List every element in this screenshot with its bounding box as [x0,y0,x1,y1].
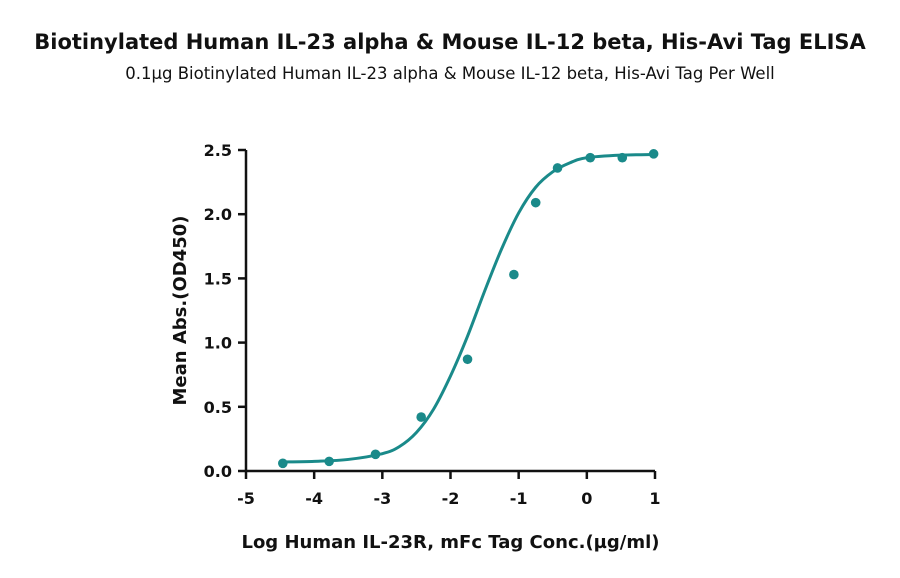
x-tick-label: -5 [237,489,255,508]
fit-curve [282,152,654,464]
data-point [530,197,541,208]
x-tick-label: -1 [510,489,528,508]
data-point [617,152,628,163]
x-tick-label: 1 [649,489,660,508]
y-axis-label: Mean Abs.(OD450) [170,216,191,406]
x-tick-label: -4 [305,489,323,508]
y-tick-label: 2.0 [204,205,232,224]
y-tick-label: 2.5 [204,141,232,160]
x-tick-label: -2 [442,489,460,508]
data-point [462,354,473,365]
data-point [416,412,426,422]
y-tick-label: 0.0 [204,462,232,481]
data-point [370,449,381,460]
y-tick-label: 1.5 [204,269,232,288]
data-points-layer [278,149,659,469]
data-point [324,456,334,467]
data-point [648,149,659,159]
axes: 0.0 0.5 1.0 1.5 2.0 2.5 -5 -4 -3 -2 -1 0 1 [204,141,661,508]
x-axis-label: Log Human IL-23R, mFc Tag Conc.(µg/ml) [241,532,659,553]
data-point [509,269,519,280]
y-tick-label: 0.5 [204,398,232,417]
chart-title: Biotinylated Human IL-23 alpha & Mouse I… [34,30,866,54]
y-tick-label: 1.0 [204,334,232,353]
data-point [552,163,563,173]
data-point [585,152,596,163]
x-tick-label: -3 [373,489,391,508]
fit-curve-layer [282,152,654,464]
data-point [278,458,288,469]
chart-subtitle: 0.1µg Biotinylated Human IL-23 alpha & M… [125,64,775,83]
x-tick-label: 0 [581,489,592,508]
